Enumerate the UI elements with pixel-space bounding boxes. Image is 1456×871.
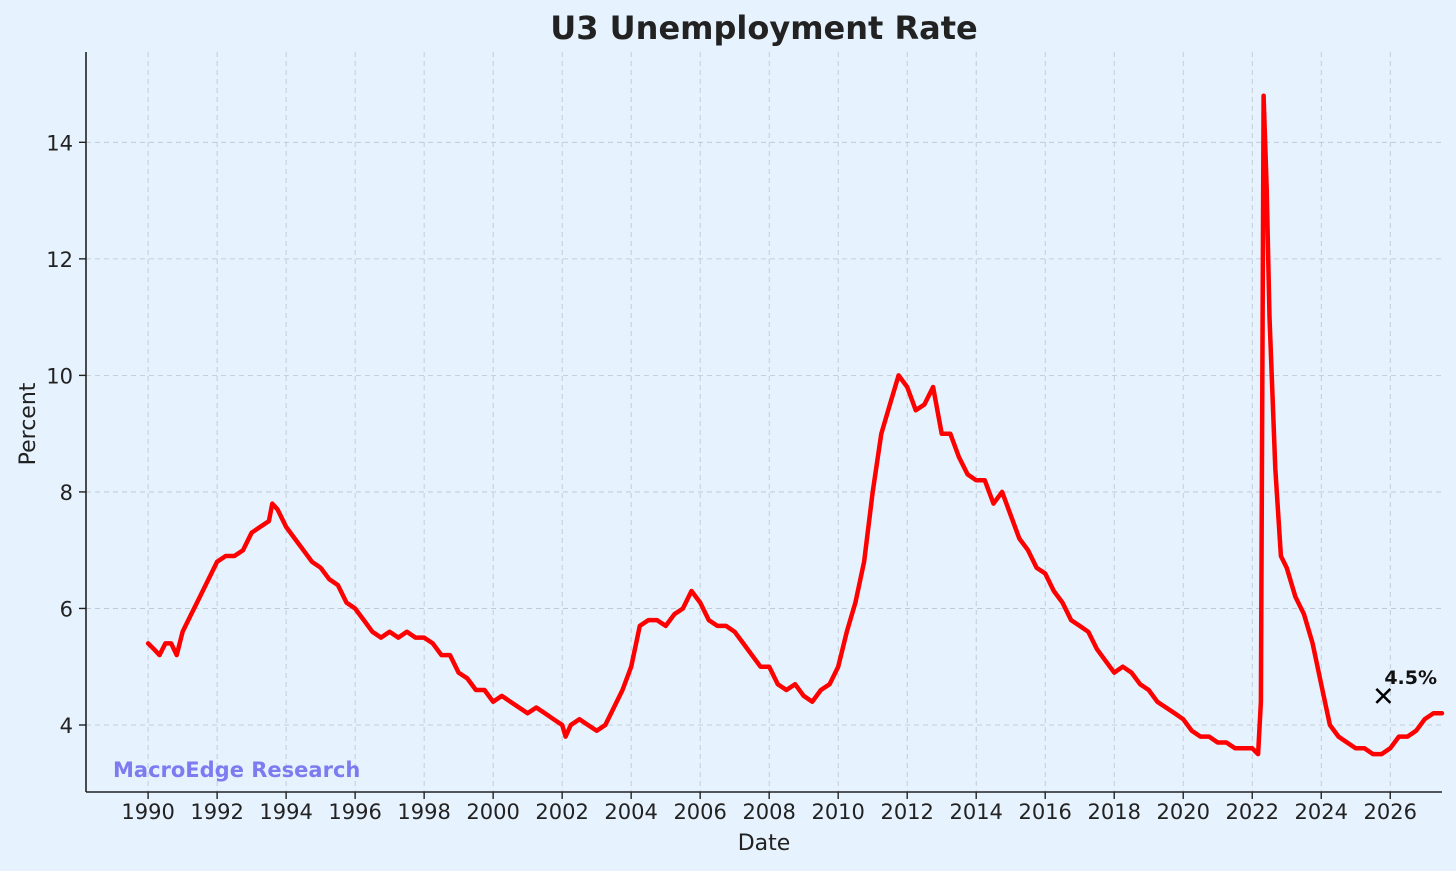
x-tick-label: 2026 [1364,800,1417,824]
grid [86,52,1442,792]
x-tick-label: 1996 [328,800,381,824]
last-point-marker [1375,687,1392,704]
x-tick-label: 1992 [190,800,243,824]
y-tick-label: 6 [60,597,73,621]
axes [85,52,1442,793]
y-axis-label: Percent [16,382,41,465]
x-tick-label: 2022 [1226,800,1279,824]
y-tick-label: 8 [60,481,73,505]
x-tick-label: 2020 [1156,800,1209,824]
tick-labels: 1990 1992 1994 1996 1998 2000 2002 2004 2006 2008… [46,131,1417,824]
x-tick-label: 2014 [949,800,1002,824]
x-tick-label: 2010 [811,800,864,824]
y-tick-label: 10 [46,364,73,388]
watermark-text: MacroEdge Research [113,758,360,782]
last-point-label: 4.5% [1384,667,1437,689]
x-axis-label: Date [738,831,791,856]
x-tick-label: 2000 [466,800,519,824]
last-point: 4.5% [1375,667,1437,704]
x-tick-label: 2016 [1018,800,1071,824]
x-tick-label: 1998 [397,800,450,824]
y-tick-label: 14 [46,131,73,155]
x-tick-label: 1990 [121,800,174,824]
x-tick-label: 1994 [259,800,312,824]
x-tick-label: 2008 [742,800,795,824]
chart-title: U3 Unemployment Rate [550,9,977,47]
x-tick-label: 2006 [673,800,726,824]
x-tick-label: 2012 [880,800,933,824]
series [145,93,1445,757]
y-tick-label: 12 [46,248,73,272]
x-tick-label: 2004 [604,800,657,824]
x-tick-label: 2002 [535,800,588,824]
x-tick-label: 2024 [1295,800,1348,824]
y-tick-label: 4 [60,714,73,738]
x-tick-label: 2018 [1087,800,1140,824]
series-line [145,93,1445,757]
